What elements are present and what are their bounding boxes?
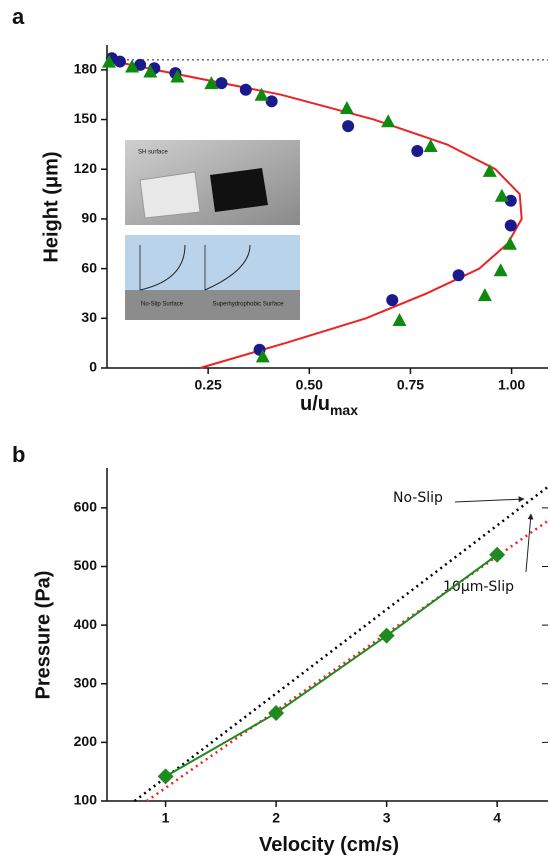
panel-label: a <box>12 4 25 29</box>
y-tick-label: 30 <box>81 309 97 325</box>
point <box>125 59 140 73</box>
point <box>265 95 278 108</box>
y-tick-label: 100 <box>74 792 98 808</box>
point <box>504 219 517 232</box>
point <box>342 120 355 133</box>
x-tick-label: 1.00 <box>498 377 525 393</box>
point <box>423 139 438 153</box>
x-tick-label: 0.75 <box>397 377 424 393</box>
y-tick-label: 400 <box>74 616 98 632</box>
x-tick-label: 0.25 <box>195 377 222 393</box>
series-line <box>106 58 523 369</box>
arrow <box>525 513 534 573</box>
panel-label: b <box>12 442 25 467</box>
point <box>477 288 492 302</box>
point <box>489 546 506 563</box>
point <box>255 349 270 363</box>
x-tick-label: 0.50 <box>296 377 323 393</box>
point <box>381 114 396 128</box>
y-tick-label: 120 <box>74 160 98 176</box>
point <box>134 58 147 71</box>
inset-label: Superhydrophobic Surface <box>212 302 284 308</box>
y-tick-label: 200 <box>74 733 98 749</box>
point <box>170 69 185 83</box>
inset-photo <box>125 140 300 225</box>
point <box>215 77 228 90</box>
point <box>239 83 252 96</box>
point <box>143 64 158 78</box>
point <box>504 194 517 207</box>
point <box>254 87 269 101</box>
y-axis-title: Height (μm) <box>40 151 62 262</box>
series-line <box>165 553 498 778</box>
annotation: No-Slip <box>393 490 443 506</box>
point <box>494 188 509 202</box>
point <box>452 269 465 282</box>
x-axis-title: Velocity (cm/s) <box>259 834 399 856</box>
point <box>113 55 126 68</box>
point <box>339 100 354 114</box>
x-tick-label: 1 <box>162 810 170 826</box>
y-tick-label: 180 <box>74 61 98 77</box>
y-tick-label: 60 <box>81 259 97 275</box>
y-tick-label: 300 <box>74 674 98 690</box>
y-tick-label: 150 <box>74 110 98 126</box>
y-axis-title: Pressure (Pa) <box>32 571 54 700</box>
point <box>102 54 117 68</box>
point <box>502 236 517 250</box>
point <box>386 294 399 307</box>
y-tick-label: 90 <box>81 210 97 226</box>
x-axis-title-main: u/u <box>300 393 330 415</box>
point <box>411 145 424 158</box>
point <box>378 627 395 644</box>
x-axis-title-main: Velocity (cm/s) <box>259 834 399 856</box>
point <box>482 163 497 177</box>
x-axis-title: u/umax <box>300 393 358 417</box>
x-axis-title-sub: max <box>330 402 358 418</box>
y-tick-label: 0 <box>89 359 97 375</box>
inset-label: No-Slip Surface <box>141 302 184 308</box>
point <box>268 705 285 722</box>
point <box>493 263 508 277</box>
x-tick-label: 2 <box>272 810 280 826</box>
x-tick-label: 4 <box>493 810 501 826</box>
y-tick-label: 600 <box>74 499 98 515</box>
arrow <box>454 496 525 503</box>
point <box>157 768 174 785</box>
x-tick-label: 3 <box>383 810 391 826</box>
point <box>392 312 407 326</box>
annotation: 10μm-Slip <box>443 579 514 595</box>
point <box>204 76 219 90</box>
y-tick-label: 500 <box>74 557 98 573</box>
series-line <box>133 485 549 802</box>
inset-diagram <box>125 235 300 320</box>
inset-label: SH surface <box>138 150 168 156</box>
